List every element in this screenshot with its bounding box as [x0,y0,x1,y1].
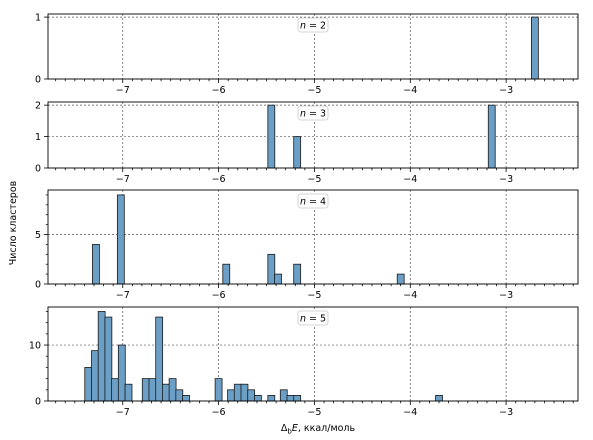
x-tick-label: −5 [307,174,321,185]
y-tick-label: 1 [35,13,41,24]
y-tick-label: 0 [35,397,41,408]
histogram-bar [396,273,405,285]
histogram-bar [233,383,242,402]
histogram-bar [175,389,184,402]
histogram-bar [116,194,125,285]
panel-label: n = 3 [300,109,326,120]
panel-label-var: n [300,21,306,32]
histogram-bar [267,395,276,402]
x-axis-title: ΔbE, ккал/моль [281,423,356,436]
histogram-bar [91,350,99,402]
panel-label-value: = 3 [306,109,326,120]
histogram-bar [240,383,249,402]
y-axis-title: Число кластеров [8,180,19,265]
x-tick-label: −4 [403,85,417,96]
panel-4: −7 −6 −5 −4 −3 0 5 n = 4 [35,189,579,301]
x-tick-label: −3 [499,407,513,418]
histogram-bar [222,263,231,285]
panel-label-box [297,17,329,33]
panel-frame [47,306,579,402]
panel-5: −7 −6 −5 −4 −3 0 10 n = 5 [29,306,579,418]
x-tick-label: −4 [403,407,417,418]
panel-label-box [297,105,329,121]
x-tick-label: −7 [116,174,130,185]
histogram-bar [293,395,302,402]
panel-frame [47,13,579,80]
histogram-bar [97,311,106,402]
histogram-bar [487,104,496,169]
panel-label-value: = 5 [306,314,326,325]
histogram-bar [247,389,256,402]
y-tick-label: 1 [35,132,41,143]
histogram-bar [267,104,276,169]
panel-label-value: = 2 [306,21,326,32]
y-tick-label: 0 [35,75,41,86]
x-tick-label: −3 [499,290,513,301]
histogram-bar [111,378,119,402]
histogram-bar [214,378,223,402]
x-tick-label: −6 [212,290,226,301]
histogram-bar [168,378,177,402]
x-tick-label: −5 [307,290,321,301]
histogram-bar [286,395,295,402]
x-title-var: E [292,423,298,434]
panel-label-var: n [300,109,306,120]
x-tick-label: −3 [499,85,513,96]
x-tick-label: −3 [499,174,513,185]
histogram-bar [267,253,276,285]
panel-label-box [297,193,329,209]
x-tick-label: −4 [403,290,417,301]
y-tick-label: 0 [35,280,41,291]
x-tick-label: −5 [307,85,321,96]
x-tick-label: −7 [116,290,130,301]
histogram-bar [141,378,150,402]
histogram-bar [104,316,113,402]
histogram-bar [227,389,235,402]
panel-label: n = 2 [300,21,326,32]
histogram-bar [293,263,302,285]
x-tick-label: −6 [212,85,226,96]
histogram-bar [124,383,133,402]
y-tick-label: 2 [35,101,41,112]
histogram-bar [148,378,157,402]
panel-frame [47,101,579,169]
y-tick-label: 10 [29,341,41,352]
panel-2: −7 −6 −5 −4 −3 0 1 n = 2 [35,13,579,96]
histogram-bar [162,383,170,402]
histogram-bar [293,136,302,169]
y-tick-label: 5 [35,230,41,241]
x-tick-label: −4 [403,174,417,185]
x-tick-label: −6 [212,174,226,185]
panel-label-value: = 4 [306,197,326,208]
histogram-bar [92,244,100,285]
y-tick-label: 0 [35,164,41,175]
histogram-bar [274,273,282,285]
histogram-bar [279,389,288,402]
panel-label-var: n [300,314,306,325]
panel-label: n = 4 [300,197,326,208]
panel-frame [47,189,579,285]
histogram-bar [254,395,262,402]
x-title-unit: , ккал/моль [298,423,356,434]
x-tick-label: −7 [116,407,130,418]
panel-3: −7 −6 −5 −4 −3 0 1 2 n = 3 [35,101,579,185]
x-tick-label: −5 [307,407,321,418]
x-tick-label: −7 [116,85,130,96]
histogram-bar [84,367,93,402]
x-title-delta: Δ [281,423,288,434]
histogram-bar [530,16,539,80]
x-title-subscript: b [287,428,292,436]
histogram-bar [117,344,126,402]
x-tick-label: −6 [212,407,226,418]
panel-label-box [297,310,329,326]
histogram-bar [435,395,443,402]
histogram-bar [155,316,164,402]
panel-label-var: n [300,197,306,208]
histogram-bar [182,395,190,402]
panel-label: n = 5 [300,314,326,325]
